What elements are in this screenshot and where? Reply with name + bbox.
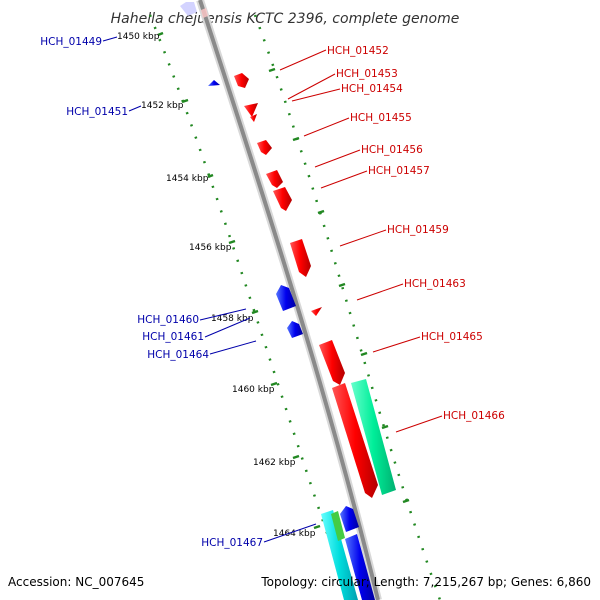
reverse-gene-feature (208, 80, 220, 86)
forward-gene-feature (319, 340, 345, 385)
scale-label: 1452 kbp (141, 101, 184, 111)
reverse-gene-feature (180, 2, 197, 16)
gene-label: HCH_01466 (443, 410, 505, 422)
forward-gene-feature (250, 114, 257, 122)
gene-label: HCH_01453 (336, 68, 398, 80)
forward-gene-feature (273, 187, 292, 211)
inner-major-ticks (157, 31, 321, 530)
forward-strand-genes (234, 73, 378, 498)
inner-dotted-ring (148, 14, 352, 600)
gene-label: HCH_01461 (142, 331, 204, 343)
gene-label: HCH_01467 (201, 537, 263, 549)
gene-label: HCH_01457 (368, 165, 430, 177)
rna-feature (321, 510, 358, 600)
reverse-leader-lines (102, 36, 317, 543)
reverse-gene-feature (276, 285, 296, 311)
topology-text: Topology: circular; Length: 7,215,267 bp… (260, 575, 591, 589)
scale-labels: 1450 kbp 1452 kbp 1454 kbp 1456 kbp 1458… (117, 32, 316, 539)
forward-gene-labels: HCH_01452 HCH_01453 HCH_01454 HCH_01455 … (327, 45, 505, 422)
gene-label: HCH_01452 (327, 45, 389, 57)
gene-label: HCH_01456 (361, 144, 423, 156)
rna-feature (351, 379, 396, 495)
forward-gene-feature (257, 140, 272, 155)
gene-label: HCH_01455 (350, 112, 412, 124)
genome-backbone (198, 0, 380, 600)
forward-gene-feature (311, 307, 322, 316)
gene-label: HCH_01451 (66, 106, 128, 118)
scale-label: 1458 kbp (211, 314, 254, 324)
gene-label: HCH_01454 (341, 83, 403, 95)
forward-gene-feature (332, 383, 378, 498)
forward-gene-feature (234, 73, 249, 88)
reverse-gene-feature (340, 506, 359, 532)
forward-gene-feature (266, 170, 283, 188)
forward-leader-lines (279, 49, 443, 433)
gene-label: HCH_01465 (421, 331, 483, 343)
reverse-gene-feature (345, 534, 375, 600)
reverse-gene-feature (287, 321, 303, 338)
scale-label: 1460 kbp (232, 385, 275, 395)
forward-gene-feature (244, 103, 258, 117)
reverse-gene-labels: HCH_01449 HCH_01451 HCH_01460 HCH_01461 … (40, 36, 263, 549)
gene-label: HCH_01464 (147, 349, 209, 361)
gene-label: HCH_01449 (40, 36, 102, 48)
map-title: Hahella chejuensis KCTC 2396, complete g… (111, 11, 460, 27)
forward-gene-feature (290, 239, 311, 277)
scale-label: 1456 kbp (189, 243, 232, 253)
gene-label: HCH_01460 (137, 314, 199, 326)
scale-label: 1450 kbp (117, 32, 160, 42)
scale-label: 1464 kbp (273, 529, 316, 539)
gene-label: HCH_01459 (387, 224, 449, 236)
scale-label: 1462 kbp (253, 458, 296, 468)
outer-major-ticks (268, 67, 410, 504)
accession-text: Accession: NC_007645 (8, 575, 144, 589)
reverse-strand-genes (208, 80, 375, 600)
rna-feature (331, 511, 345, 541)
forward-gene-feature (201, 8, 208, 18)
gene-label: HCH_01463 (404, 278, 466, 290)
scale-label: 1454 kbp (166, 174, 209, 184)
